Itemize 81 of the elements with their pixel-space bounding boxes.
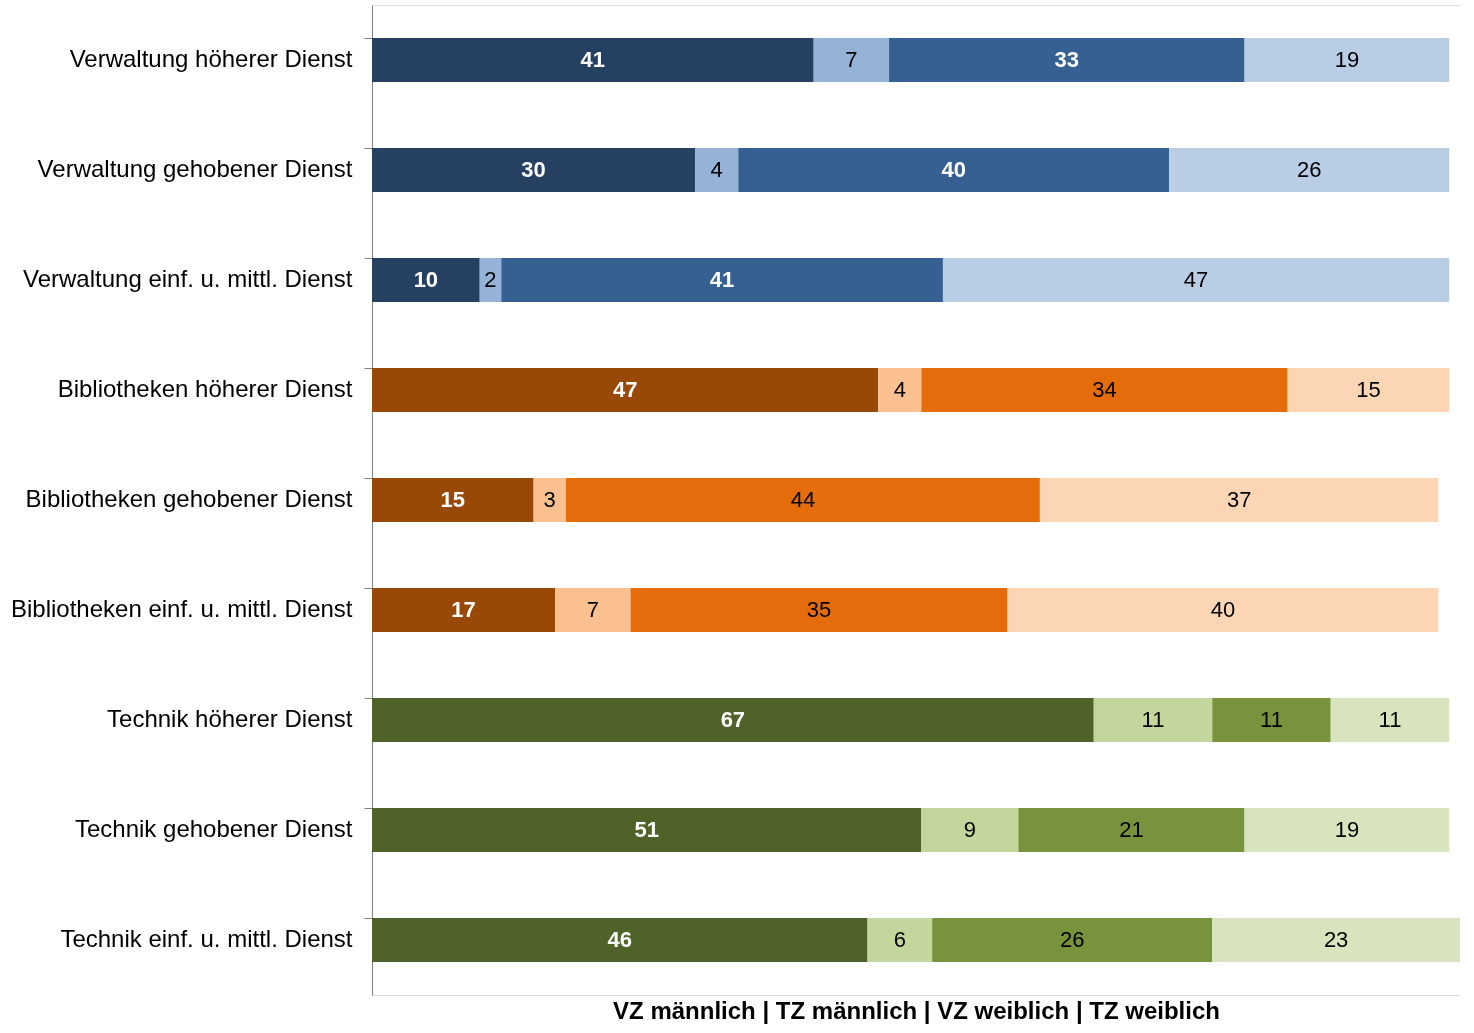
bar: [1244, 38, 1450, 82]
bar: [1039, 478, 1439, 522]
data-label: 37: [1226, 487, 1252, 512]
data-label: 30: [521, 157, 546, 182]
bar: [372, 38, 814, 82]
bar: [501, 258, 943, 302]
data-label: 47: [612, 377, 638, 402]
data-label: 11: [1260, 707, 1283, 732]
data-label: 6: [893, 927, 906, 952]
data-label: 7: [586, 597, 599, 622]
data-label: 21: [1119, 817, 1144, 842]
data-label: 35: [806, 597, 832, 622]
y-tick-label: Bibliotheken einf. u. mittl. Dienst: [11, 595, 353, 622]
bar: [921, 808, 1019, 852]
bar: [695, 148, 739, 192]
bar: [1212, 918, 1460, 962]
bar: [1212, 698, 1331, 742]
data-label: 33: [1054, 47, 1080, 72]
bar: [921, 368, 1288, 412]
data-label: 26: [1059, 927, 1085, 952]
data-label: 41: [709, 267, 735, 292]
y-tick-label: Technik höherer Dienst: [107, 705, 353, 732]
data-label: 11: [1141, 707, 1165, 732]
bar: [565, 478, 1040, 522]
bar: [1244, 808, 1450, 852]
y-tick-label: Bibliotheken höherer Dienst: [57, 375, 353, 402]
bar: [1287, 368, 1450, 412]
data-label: 9: [963, 817, 976, 842]
bar: [372, 588, 556, 632]
data-label: 15: [1356, 377, 1381, 402]
data-label: 19: [1334, 817, 1360, 842]
data-label: 51: [634, 817, 659, 842]
data-label: 3: [543, 487, 556, 512]
x-axis-title: VZ männlich | TZ männlich | VZ weiblich | TZ weiblich: [613, 996, 1220, 1024]
data-label: 10: [413, 267, 439, 292]
data-label: 11: [1378, 707, 1402, 732]
bar: [372, 258, 480, 302]
bar: [555, 588, 631, 632]
y-tick-label: Technik gehobener Dienst: [74, 815, 353, 842]
bar: [738, 148, 1170, 192]
data-label: 2: [484, 267, 497, 292]
data-label: 15: [440, 487, 466, 512]
data-label: 19: [1334, 47, 1360, 72]
bar: [533, 478, 566, 522]
bar: [372, 918, 868, 962]
data-label: 44: [790, 487, 816, 512]
data-label: 41: [580, 47, 606, 72]
data-label: 34: [1092, 377, 1117, 402]
data-label: 26: [1296, 157, 1322, 182]
data-label: 67: [720, 707, 746, 732]
bar: [372, 478, 534, 522]
y-tick-label: Bibliotheken gehobener Dienst: [25, 485, 353, 512]
bar: [1093, 698, 1213, 742]
data-label: 23: [1323, 927, 1349, 952]
bar: [867, 918, 933, 962]
bar: [372, 368, 879, 412]
data-label: 4: [893, 377, 906, 402]
bar: [889, 38, 1245, 82]
bar: [372, 808, 922, 852]
bar: [1007, 588, 1439, 632]
y-tick-label: Verwaltung einf. u. mittl. Dienst: [23, 265, 353, 292]
bar: [1169, 148, 1450, 192]
bar: [372, 148, 696, 192]
data-label: 40: [941, 157, 966, 182]
bar: [1018, 808, 1245, 852]
data-label: 7: [845, 47, 858, 72]
data-label: 46: [607, 927, 632, 952]
bar: [878, 368, 922, 412]
data-label: 17: [451, 597, 476, 622]
bar: [813, 38, 890, 82]
data-label: 4: [710, 157, 723, 182]
bar: [932, 918, 1213, 962]
bar: [942, 258, 1450, 302]
y-tick-label: Verwaltung gehobener Dienst: [37, 155, 353, 182]
y-tick-label: Technik einf. u. mittl. Dienst: [60, 925, 353, 952]
y-tick-label: Verwaltung höherer Dienst: [69, 45, 353, 72]
data-label: 40: [1210, 597, 1236, 622]
bar: [372, 698, 1094, 742]
bar: [1330, 698, 1450, 742]
bar: [630, 588, 1008, 632]
data-label: 47: [1183, 267, 1209, 292]
